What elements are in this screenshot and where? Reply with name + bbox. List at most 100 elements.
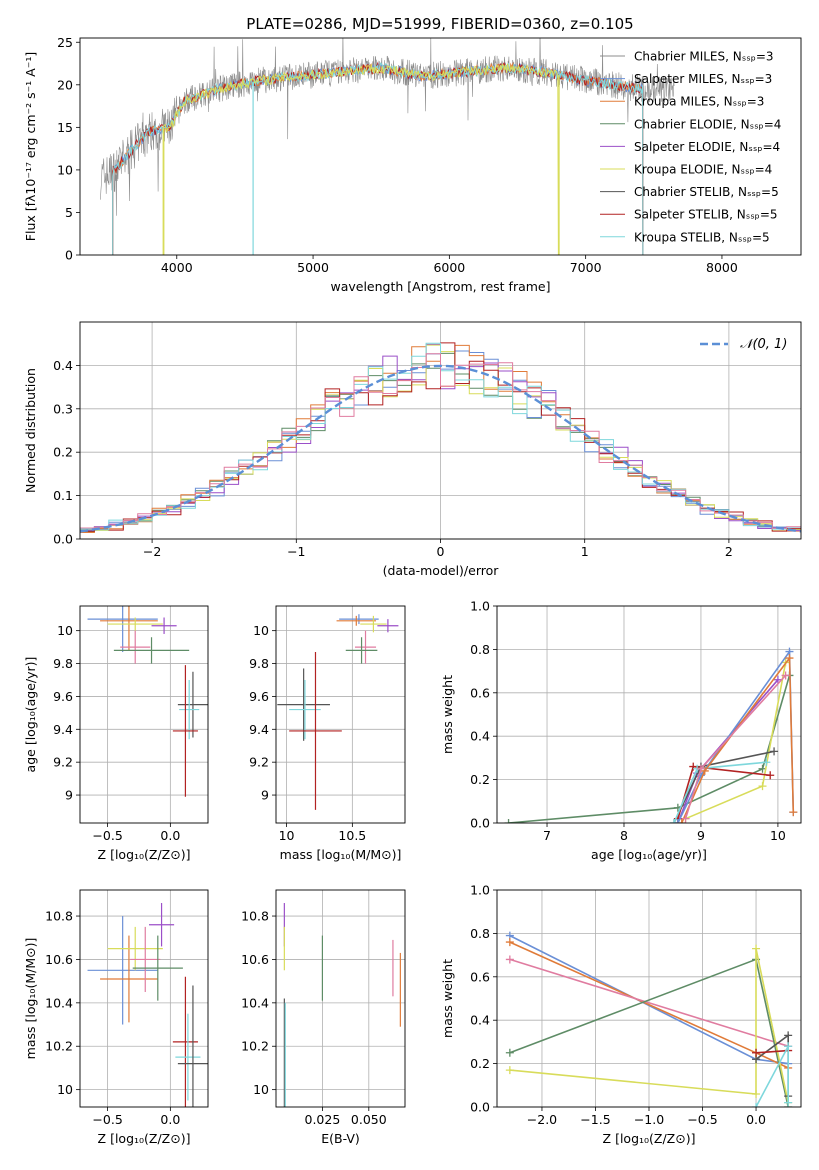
errorbar-point [289,652,342,810]
tick-label-y: 0 [65,248,73,263]
x-axis-label: mass [log₁₀(M/M⊙)] [280,847,402,862]
histogram-step [80,353,801,529]
tick-label-x: 7 [543,828,551,843]
x-axis-label: (data-model)/error [383,563,500,578]
y-axis-label: mass weight [440,959,455,1038]
errorbar-point [377,619,399,633]
tick-label-y: 0.6 [470,685,490,700]
series-marker [505,955,514,964]
tick-label-y: 9 [261,788,269,803]
axes-frame [79,37,802,256]
series-marker [789,808,798,817]
x-axis-label: Z [log₁₀(Z/Z⊙)] [603,1131,696,1146]
tick-label-y: 9.6 [249,689,269,704]
series-marker [762,758,771,767]
tick-label-y: 0.8 [470,642,490,657]
legend-label: Salpeter STELIB, Nₛₛₚ=5 [634,208,778,222]
errorbar-point [339,614,379,625]
tick-label-y: 0.1 [53,488,73,503]
tick-label-y: 10 [57,162,73,177]
model-spectrum-line [112,61,644,255]
x-axis-label: Z [log₁₀(Z/Z⊙)] [98,1131,191,1146]
tick-label-y: 10 [253,623,269,638]
series-marker [505,938,514,947]
axes-frame [79,321,802,540]
y-axis-label: mass weight [440,675,455,754]
tick-label-y: 10.2 [241,1039,269,1054]
tick-label-x: −2.0 [527,1112,557,1127]
plot-area [87,606,208,797]
panel-spectrum: 4000 5000 6000 7000 8000 0 5 10 15 20 25 wavelength… [23,35,802,294]
series-marker [781,671,790,680]
axes-frame [79,605,209,824]
grid [80,606,208,823]
tick-label-y: 25 [57,35,73,50]
series-marker [766,771,775,780]
errorbar-point [172,976,198,1107]
errorbar-point [149,903,175,947]
tick-label-y: 10 [57,623,73,638]
series-marker [752,1103,761,1107]
errorbar-point [172,665,198,797]
plot-area [277,614,399,810]
panel-age_vs_Z: −0.5 0.0 9 9.2 9.4 9.6 9.8 10 Z [log₁₀(Z/Z⊙)] age… [23,605,209,862]
grid [497,605,801,824]
axes-frame [275,605,406,824]
tick-label-y: 0.4 [470,1013,490,1028]
plot-area [87,903,208,1107]
errorbar-point [130,926,161,992]
x-axis-label: wavelength [Angstrom, rest frame] [330,279,550,294]
x-axis-label: Z [log₁₀(Z/Z⊙)] [98,847,191,862]
series-line [508,675,791,823]
errorbar-point [87,916,158,1025]
series-marker [784,1031,793,1040]
figure-title: PLATE=0286, MJD=51999, FIBERID=0360, z=0… [246,15,633,33]
tick-label-x: −0.5 [92,1112,122,1127]
x-axis-label: E(B-V) [321,1131,360,1146]
tick-label-y: 1.0 [470,883,490,898]
plot-area [283,903,401,1107]
series-marker [784,1098,793,1107]
tick-label-x: 9 [697,828,705,843]
series-line [755,1049,789,1054]
tick-label-y: 0.6 [470,969,490,984]
errorbar-point [175,1013,201,1101]
panel-weight_vs_Z: −2.0 −1.5 −1.0 −0.5 0.0 0.0 0.2 0.4 0.6 0.8 1.0 Z [… [440,883,802,1146]
series-marker [505,1048,514,1057]
tick-label-x: 1 [581,544,589,559]
plot-area [80,342,801,533]
errorbar-point [100,606,158,651]
tick-label-y: 9.2 [53,755,73,770]
axes-frame [496,605,802,824]
plot-area [504,647,798,823]
errorbar-point [107,926,163,971]
series-marker [677,819,686,823]
tick-label-x: −0.5 [92,828,122,843]
tick-label-y: 9.4 [53,722,73,737]
errorbar-point [179,679,200,740]
tick-label-y: 9.4 [249,722,269,737]
series-marker [752,944,761,953]
tick-label-x: 8 [620,828,628,843]
errorbar-point [277,668,330,741]
panel-age_vs_mass: 10 10.5 9 9.2 9.4 9.6 9.8 10 mass [log₁₀(M/M⊙)] [249,605,406,862]
tick-label-x: −1.5 [580,1112,610,1127]
legend-label: Salpeter MILES, Nₛₛₚ=3 [634,72,772,86]
tick-label-y: 0.2 [470,1056,490,1071]
observed-spectrum-line [100,38,675,216]
axes-frame [79,889,209,1108]
tick-label-y: 10.4 [241,995,269,1010]
tick-label-y: 10.6 [45,952,73,967]
grid [80,890,208,1107]
series-marker [505,1066,514,1075]
errorbar-point [107,617,163,631]
tick-label-y: 5 [65,205,73,220]
tick-label-y: 9.8 [53,656,73,671]
legend-label: Salpeter ELODIE, Nₛₛₚ=4 [634,140,780,154]
errorbar-point [113,637,190,664]
tick-label-y: 0.2 [470,772,490,787]
tick-label-x: 7000 [570,260,602,275]
panel-weight_vs_age: 7 8 9 10 0.0 0.2 0.4 0.6 0.8 1.0 age [log₁₀(age/yr… [440,599,802,862]
series-marker [770,747,779,756]
